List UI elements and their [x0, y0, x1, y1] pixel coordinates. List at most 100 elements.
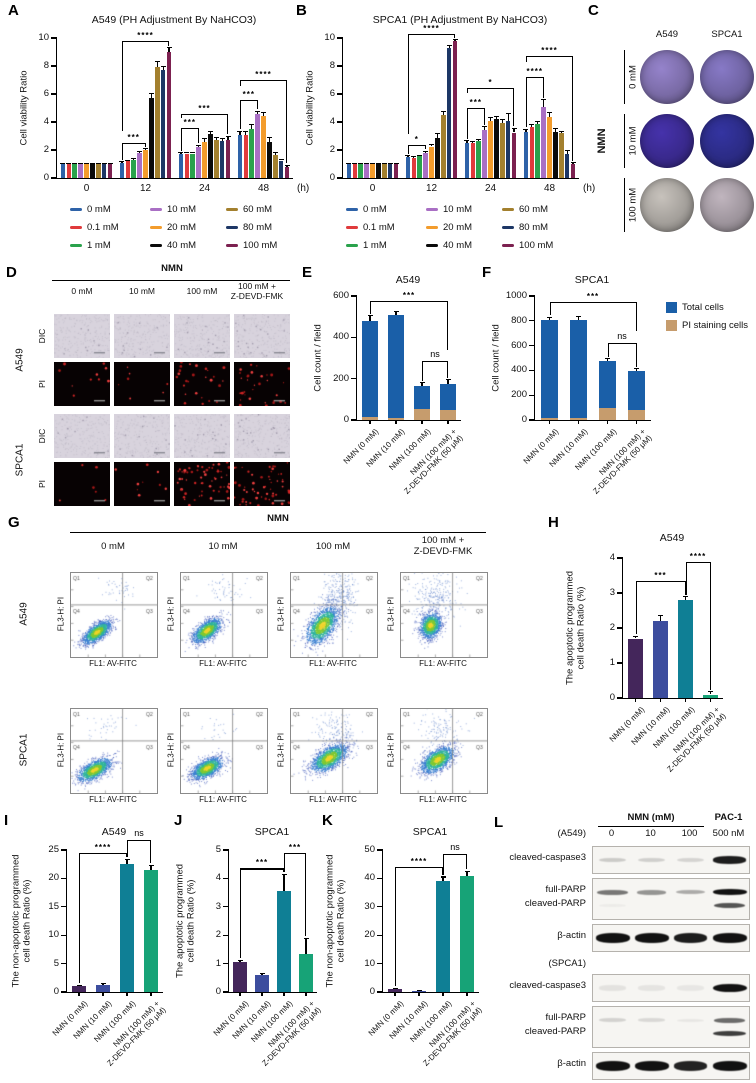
error-bar-line — [209, 131, 211, 134]
blot-label: β-actin — [557, 1058, 586, 1069]
pi-image-canvas — [54, 362, 110, 406]
row-divider-line — [624, 50, 626, 104]
sig-label: **** — [689, 551, 707, 561]
y-tick-label: 4 — [609, 552, 615, 563]
data-bar-pi — [598, 408, 617, 420]
y-tick-mark — [51, 37, 57, 39]
legend-label: 40 mM — [167, 240, 197, 251]
chart-title: A549 (PH Adjustment By NaHCO3) — [91, 14, 257, 26]
y-tick-label: 0 — [521, 414, 527, 425]
blot-label: full-PARP — [545, 884, 586, 896]
error-bar-cap — [249, 123, 255, 125]
error-bar-cap — [125, 159, 131, 161]
error-bar-cap — [259, 973, 265, 975]
blot-band — [598, 1018, 627, 1023]
sig-bracket-right — [635, 302, 637, 332]
cell-line-label: SPCA1 — [18, 733, 30, 767]
error-bar-cap — [364, 162, 370, 164]
error-bar-line — [548, 112, 551, 118]
dic-image-canvas — [54, 414, 110, 458]
error-bar-line — [245, 131, 247, 135]
y-tick-mark — [223, 963, 229, 965]
legend-swatch — [346, 243, 358, 247]
sig-bracket-right — [572, 55, 574, 161]
sig-bracket-top — [239, 99, 258, 101]
x-tick-mark — [239, 992, 241, 996]
legend-item: 20 mM — [150, 222, 196, 233]
error-bar-cap — [358, 162, 364, 164]
error-bar-cap — [119, 161, 125, 163]
data-bar — [411, 990, 427, 992]
x-tick-mark — [283, 992, 285, 996]
legend-swatch — [150, 207, 162, 211]
data-bar — [160, 70, 166, 178]
data-bar — [535, 124, 540, 178]
blot-label: β-actin — [557, 930, 586, 941]
y-axis-label: The apoptotic programmed cell death Rati… — [564, 570, 587, 686]
error-bar-line — [472, 141, 474, 143]
flow-plot — [70, 708, 158, 794]
y-tick-label: 2 — [329, 144, 335, 155]
error-bar-cap — [476, 138, 482, 140]
data-bar — [119, 864, 135, 992]
blot-band — [634, 933, 669, 943]
sig-bracket-right — [424, 145, 426, 150]
flow-y-axis-label: FL3-H: PI — [276, 732, 286, 768]
blot-band — [638, 985, 665, 991]
y-tick-label: 200 — [333, 372, 349, 384]
y-tick-label: 20 — [364, 929, 375, 941]
error-bar-cap — [375, 162, 381, 164]
sig-bracket-left — [407, 33, 410, 134]
flow-plot-canvas — [181, 709, 267, 793]
y-tick-mark — [223, 991, 229, 993]
y-tick-mark — [377, 877, 383, 879]
y-tick-label: 6 — [329, 88, 335, 99]
data-bar — [119, 162, 125, 178]
error-bar-cap — [482, 126, 488, 128]
error-bar-line — [215, 137, 217, 141]
panel-b: B SPCA1 (PH Adjustment By NaHCO3) Cell vi… — [290, 2, 595, 260]
sig-bracket-right — [684, 580, 686, 595]
sig-bracket-right — [283, 868, 285, 873]
nmn-header: NMN — [267, 513, 289, 524]
blot-band — [598, 857, 627, 863]
chart-title: A549 — [659, 532, 685, 544]
error-bar-cap — [552, 127, 558, 129]
sig-bracket-top — [422, 361, 448, 363]
plot-area: 0 10 20 30 40 50 NMN (0 mM) NMN (10 mM) NMN (100… — [364, 842, 483, 1068]
panel-label-i: I — [4, 812, 9, 829]
y-tick-label: 0 — [329, 172, 335, 183]
y-tick-mark — [61, 906, 67, 908]
data-bar — [125, 161, 131, 178]
y-tick-label: 400 — [333, 331, 349, 343]
flow-plot-canvas — [401, 573, 487, 657]
x-tick-mark — [418, 992, 420, 996]
y-tick-mark — [617, 557, 623, 559]
data-bar — [255, 974, 269, 992]
data-bar — [494, 119, 499, 178]
error-bar-line — [239, 960, 241, 963]
legend-item: 100 mM — [226, 240, 277, 251]
error-bar-cap — [440, 876, 446, 878]
legend-label: 80 mM — [519, 222, 549, 233]
error-bar-cap — [535, 120, 541, 122]
error-bar-line — [577, 316, 580, 320]
sig-bracket-left — [79, 852, 81, 984]
data-bar — [411, 157, 417, 178]
error-bar-cap — [505, 113, 511, 115]
panel-label-j: J — [174, 812, 183, 829]
data-bar — [464, 143, 470, 178]
y-tick-label: 25 — [48, 844, 59, 855]
sig-bracket-right — [442, 867, 444, 875]
error-bar-cap — [423, 150, 429, 152]
error-bar-cap — [434, 133, 440, 135]
dish — [700, 50, 754, 104]
sig-bracket-left — [525, 76, 528, 127]
legend-swatch — [70, 243, 82, 247]
sig-label: **** — [541, 45, 558, 55]
blot-band — [677, 985, 704, 991]
error-bar-cap — [272, 152, 278, 154]
error-bar-line — [454, 39, 456, 41]
error-bar-cap — [143, 147, 148, 149]
sig-bracket-right — [305, 852, 307, 937]
